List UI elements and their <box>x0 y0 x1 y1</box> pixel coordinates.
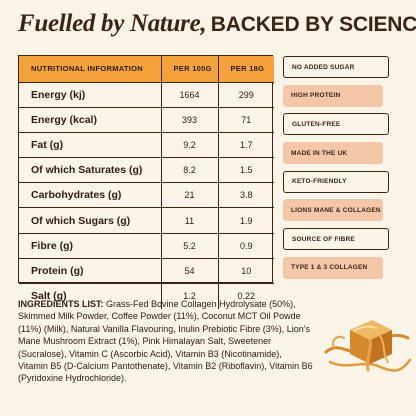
badge: GLUTEN-FREE <box>283 113 389 136</box>
table-row: Energy (kcal) 393 71 <box>19 106 274 133</box>
badge: MADE IN THE UK <box>283 142 383 165</box>
table-cell-per18: 10 <box>217 257 274 284</box>
table-cell-per18: 1.9 <box>217 207 274 234</box>
table-cell-per100: 393 <box>160 106 218 133</box>
badge: LIONS MANE & COLLAGEN <box>283 199 383 222</box>
badge: TYPE 1 & 3 COLLAGEN <box>283 256 383 279</box>
badge: KETO-FRIENDLY <box>283 170 389 193</box>
table-row: Of which Sugars (g) 11 1.9 <box>19 207 274 234</box>
table-cell-per100: 1.2 <box>160 282 218 309</box>
caramel-cube-image <box>324 320 412 372</box>
table-cell-per18: 1.7 <box>217 131 274 158</box>
table-header-row: NUTRITIONAL INFORMATION PER 100G PER 18G <box>19 56 274 82</box>
column-header-per18: PER 18G <box>217 56 274 82</box>
table-cell-per100: 1664 <box>160 81 218 108</box>
table-cell-label: Fibre (g) <box>19 232 161 259</box>
table-cell-per100: 21 <box>160 182 218 208</box>
table-cell-per18: 1.5 <box>217 157 274 183</box>
table-cell-label: Energy (kj) <box>19 81 161 108</box>
ingredients-label: INGREDIENTS LIST: <box>18 299 104 309</box>
ingredients-text: Grass-Fed Bovine Collagen Hydrolysate (5… <box>18 299 313 384</box>
column-header-per100: PER 100G <box>160 56 218 82</box>
table-cell-label: Carbohydrates (g) <box>19 182 161 208</box>
ingredients-list: INGREDIENTS LIST: Grass-Fed Bovine Colla… <box>18 298 314 385</box>
badge: HIGH PROTEIN <box>283 84 383 107</box>
table-row: Protein (g) 54 10 <box>19 257 274 284</box>
headline-script: Fuelled by Nature, <box>18 10 207 37</box>
table-cell-per100: 5.2 <box>160 232 218 259</box>
table-row: Fat (g) 9.2 1.7 <box>19 131 274 158</box>
badge: SOURCE OF FIBRE <box>283 228 389 251</box>
table-cell-per18: 299 <box>217 81 274 108</box>
table-row: Carbohydrates (g) 21 3.8 <box>19 182 274 208</box>
table-cell-per18: 0.22 <box>217 282 274 309</box>
table-cell-label: Protein (g) <box>19 257 161 284</box>
table-cell-label: Of which Saturates (g) <box>19 157 161 183</box>
table-row: Fibre (g) 5.2 0.9 <box>19 232 274 259</box>
table-cell-per100: 9.2 <box>160 131 218 158</box>
headline-caps: BACKED BY SCIENCE <box>210 13 416 36</box>
table-cell-label: Of which Sugars (g) <box>19 207 161 234</box>
table-cell-per100: 11 <box>160 207 218 234</box>
badge: NO ADDED SUGAR <box>283 56 389 78</box>
table-cell-per18: 71 <box>217 106 274 133</box>
table-row: Energy (kj) 1664 299 <box>19 81 274 108</box>
table-cell-per100: 8.2 <box>160 157 218 183</box>
headline: Fuelled by Nature, BACKED BY SCIENCE <box>18 10 416 44</box>
table-cell-label: Salt (g) <box>19 282 161 309</box>
table-cell-label: Fat (g) <box>19 131 161 158</box>
table-row: Of which Saturates (g) 8.2 1.5 <box>19 157 274 183</box>
column-header-nutrition: NUTRITIONAL INFORMATION <box>19 56 161 82</box>
table-cell-per100: 54 <box>160 257 218 284</box>
table-row: Salt (g) 1.2 0.22 <box>19 282 274 309</box>
table-cell-per18: 3.8 <box>217 182 274 208</box>
table-cell-label: Energy (kcal) <box>19 106 161 133</box>
table-cell-per18: 0.9 <box>217 232 274 259</box>
badge-list: NO ADDED SUGAR HIGH PROTEIN GLUTEN-FREE MAD… <box>283 56 398 286</box>
nutrition-table: NUTRITIONAL INFORMATION PER 100G PER 18G… <box>18 55 274 309</box>
